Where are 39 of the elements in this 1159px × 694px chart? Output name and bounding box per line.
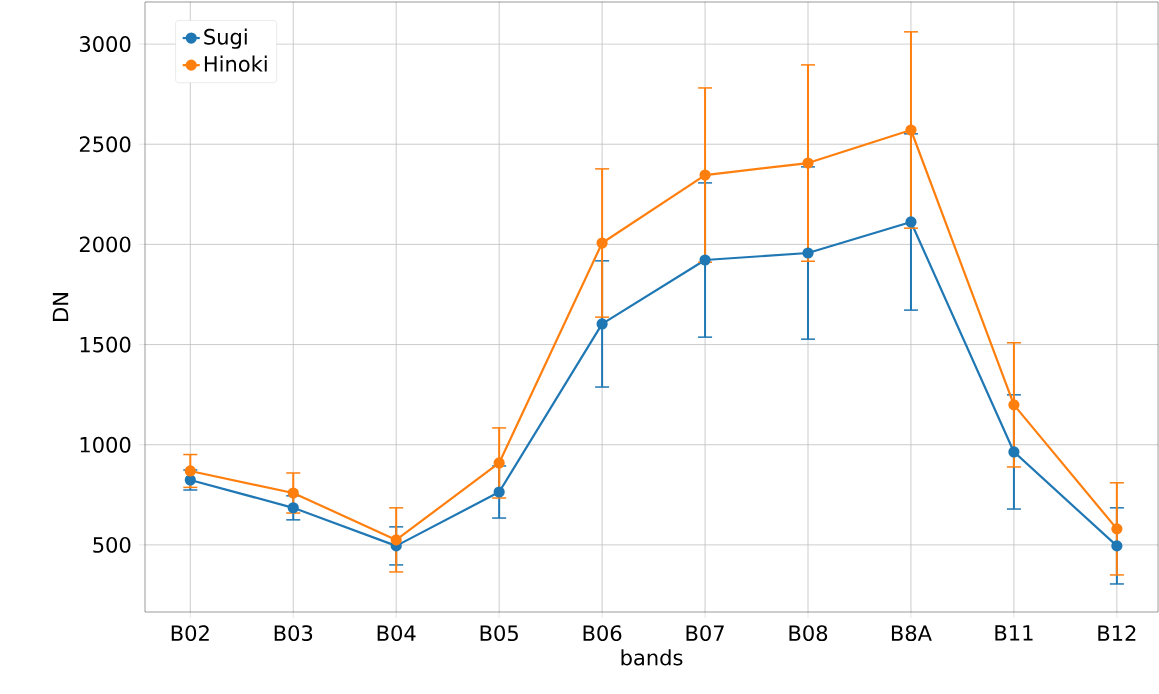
- point: [493, 457, 505, 469]
- point: [905, 124, 917, 136]
- point: [493, 486, 505, 498]
- legend-label: Sugi: [204, 28, 247, 49]
- y-tick-label: 2500: [79, 136, 131, 153]
- point: [287, 502, 299, 514]
- point: [184, 465, 196, 477]
- point: [802, 247, 814, 259]
- x-tick-label: B06: [583, 625, 622, 642]
- point: [1008, 446, 1020, 458]
- point: [699, 169, 711, 181]
- x-tick-label: B02: [171, 625, 209, 642]
- point: [1008, 399, 1020, 411]
- x-tick-label: B04: [377, 625, 416, 642]
- x-tick-label: B12: [1098, 625, 1136, 641]
- x-tick-label: B8A: [891, 625, 932, 642]
- x-axis-title: bands: [621, 649, 683, 666]
- point: [802, 157, 814, 169]
- point: [287, 487, 299, 499]
- point: [1111, 540, 1123, 552]
- x-tick-label: B07: [686, 625, 724, 642]
- y-tick-label: 3000: [79, 36, 131, 53]
- x-tick-label: B11: [995, 625, 1033, 641]
- point: [184, 474, 196, 486]
- y-axis-title: DN: [52, 293, 69, 321]
- legend-label: Hinoki: [204, 55, 267, 72]
- y-tick-label: 1500: [80, 336, 131, 353]
- point: [390, 534, 402, 546]
- y-tick-label: 500: [93, 536, 131, 553]
- point: [596, 237, 608, 249]
- x-tick-label: B05: [480, 625, 518, 642]
- point: [699, 254, 711, 266]
- point: [905, 216, 917, 228]
- point: [596, 318, 608, 330]
- x-tick-label: B03: [274, 625, 313, 642]
- x-tick-label: B08: [789, 625, 828, 642]
- y-tick-label: 1000: [80, 436, 131, 453]
- point: [1111, 523, 1123, 535]
- y-tick-label: 2000: [79, 236, 131, 253]
